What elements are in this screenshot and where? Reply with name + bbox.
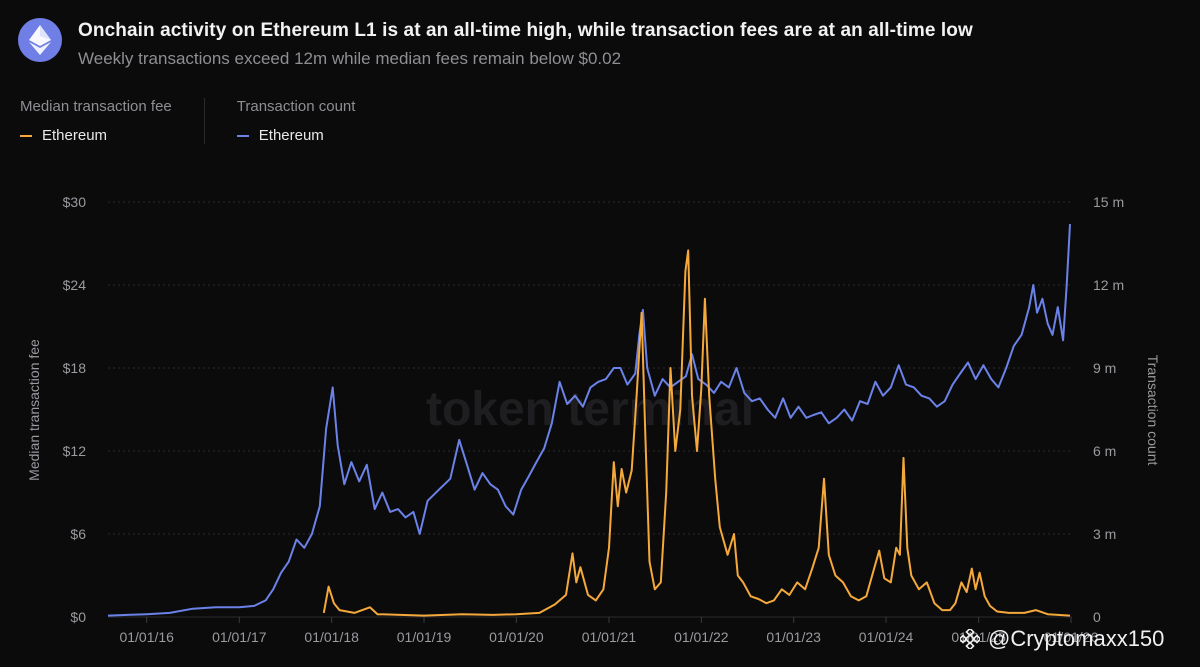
legend-group-count: Transaction count Ethereum — [203, 98, 388, 144]
right-tick-label: 15 m — [1093, 194, 1124, 210]
legend-item-fee[interactable]: Ethereum — [20, 127, 172, 144]
right-tick-label: 3 m — [1093, 526, 1116, 542]
x-tick-label: 01/01/17 — [212, 629, 267, 645]
right-tick-label: 9 m — [1093, 360, 1116, 376]
chart-legend: Median transaction fee Ethereum Transact… — [20, 98, 387, 144]
fee-swatch — [20, 134, 32, 137]
x-tick-label: 01/01/26 — [1044, 629, 1099, 645]
x-tick-label: 01/01/21 — [582, 629, 637, 645]
right-axis-title: Transaction count — [1145, 355, 1161, 466]
right-axis-ticks: 0 3 m 6 m 9 m 12 m 15 m — [1093, 194, 1124, 625]
legend-title-count: Transaction count — [236, 98, 356, 115]
ethereum-icon — [18, 18, 62, 62]
chart-subtitle: Weekly transactions exceed 12m while med… — [78, 49, 622, 68]
legend-item-count-label: Ethereum — [258, 127, 324, 144]
legend-item-fee-label: Ethereum — [42, 127, 108, 144]
x-tick-label: 01/01/23 — [766, 629, 821, 645]
left-tick-label: $24 — [63, 277, 87, 293]
series-line-transaction-count — [107, 224, 1071, 617]
title-block: Onchain activity on Ethereum L1 is at an… — [78, 18, 973, 69]
count-swatch — [236, 134, 249, 137]
legend-group-fee: Median transaction fee Ethereum — [20, 98, 204, 144]
left-tick-label: $6 — [70, 526, 86, 542]
x-tick-label: 01/01/18 — [304, 629, 359, 645]
right-tick-label: 6 m — [1093, 443, 1116, 459]
left-tick-label: $30 — [63, 194, 87, 210]
legend-title-fee: Median transaction fee — [20, 98, 172, 115]
chart-title: Onchain activity on Ethereum L1 is at an… — [78, 20, 973, 41]
credit-text: @Cryptomaxx150 — [988, 626, 1165, 651]
binance-icon — [960, 629, 980, 649]
chart-header: Onchain activity on Ethereum L1 is at an… — [18, 18, 973, 69]
x-tick-label: 01/01/19 — [397, 629, 452, 645]
left-tick-label: $12 — [63, 443, 87, 459]
x-tick-label: 01/01/24 — [859, 629, 914, 645]
right-tick-label: 0 — [1093, 609, 1101, 625]
left-tick-label: $18 — [63, 360, 87, 376]
left-tick-label: $0 — [70, 609, 86, 625]
gridlines — [108, 201, 1072, 618]
left-axis-ticks: $0 $6 $12 $18 $24 $30 — [63, 194, 87, 625]
legend-item-count[interactable]: Ethereum — [236, 127, 356, 144]
x-axis-ticks: 01/01/16 01/01/17 01/01/18 01/01/19 01/01/20… — [119, 617, 1098, 645]
x-tick-label: 01/01/16 — [119, 629, 174, 645]
credit-watermark: @Cryptomaxx150 — [960, 626, 1164, 652]
x-tick-label: 01/01/20 — [489, 629, 544, 645]
series-line-median-fee — [322, 249, 1071, 617]
right-tick-label: 12 m — [1093, 277, 1124, 293]
left-axis-title: Median transaction fee — [26, 339, 42, 481]
x-tick-label: 01/01/22 — [674, 629, 729, 645]
